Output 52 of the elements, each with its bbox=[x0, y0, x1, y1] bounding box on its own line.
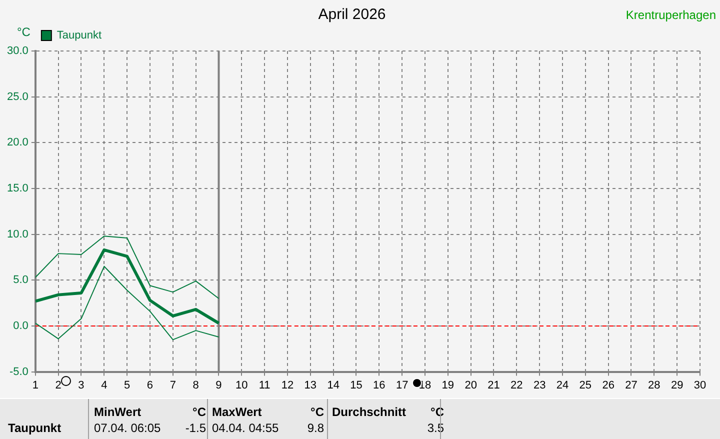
x-tick-label: 18 bbox=[418, 379, 432, 392]
text: MinWert bbox=[94, 405, 142, 419]
x-tick-label: 14 bbox=[327, 379, 340, 392]
x-tick-label: 28 bbox=[648, 379, 660, 392]
x-tick-label: 10 bbox=[236, 379, 248, 392]
y-tick-label: -5.0 bbox=[9, 366, 28, 378]
y-tick-label: 0.0 bbox=[13, 320, 28, 332]
x-tick-label: 8 bbox=[192, 379, 199, 392]
text: 04.04. 04:55 bbox=[212, 421, 280, 435]
x-tick-label: 4 bbox=[101, 379, 108, 392]
x-tick-label: 26 bbox=[602, 379, 614, 392]
x-tick-label: 27 bbox=[625, 379, 638, 392]
y-tick-label: 15.0 bbox=[6, 182, 28, 195]
x-tick-label: 2 bbox=[55, 379, 62, 392]
text: Krentruperhagen bbox=[626, 8, 716, 22]
x-tick-label: 12 bbox=[281, 379, 294, 392]
x-tick-label: 20 bbox=[464, 379, 477, 392]
x-tick-label: 3 bbox=[78, 379, 84, 392]
y-tick-label: 20.0 bbox=[6, 136, 28, 149]
y-tick-label: 5.0 bbox=[13, 274, 28, 286]
x-tick-label: 1 bbox=[32, 379, 38, 392]
text: MaxWert bbox=[212, 405, 263, 419]
chart-title: April 2026 bbox=[318, 6, 386, 24]
y-axis-title: °C bbox=[17, 25, 30, 39]
x-tick-label: 25 bbox=[579, 379, 592, 392]
x-tick-label: 30 bbox=[694, 379, 706, 392]
x-tick-label: 19 bbox=[442, 379, 454, 392]
text: Taupunkt bbox=[8, 421, 62, 435]
x-tick-label: 6 bbox=[146, 379, 154, 392]
text: 07.04. 06:05 bbox=[94, 421, 162, 435]
text: Durchschnitt bbox=[332, 405, 408, 419]
x-tick-label: 9 bbox=[216, 379, 222, 392]
text: 9.8 bbox=[307, 421, 324, 435]
x-tick-label: 16 bbox=[373, 379, 386, 392]
y-tick-label: 25.0 bbox=[6, 90, 28, 103]
x-tick-label: 15 bbox=[350, 379, 362, 392]
x-tick-label: 11 bbox=[258, 379, 270, 392]
x-tick-label: 5 bbox=[124, 379, 130, 392]
x-tick-label: 22 bbox=[510, 379, 523, 392]
legend-label: Taupunkt bbox=[56, 30, 102, 42]
x-tick-label: 7 bbox=[170, 379, 176, 392]
x-tick-label: 23 bbox=[533, 379, 546, 392]
text: °C bbox=[192, 405, 206, 419]
x-tick-label: 13 bbox=[304, 379, 317, 392]
x-tick-label: 21 bbox=[488, 379, 500, 392]
text: -1.5 bbox=[185, 421, 206, 435]
x-tick-label: 17 bbox=[396, 379, 408, 392]
x-tick-label: 29 bbox=[670, 379, 684, 392]
x-tick-label: 24 bbox=[556, 379, 569, 392]
y-tick-label: 30.0 bbox=[6, 45, 28, 58]
y-tick-label: 10.0 bbox=[6, 228, 28, 240]
text: °C bbox=[310, 405, 324, 419]
